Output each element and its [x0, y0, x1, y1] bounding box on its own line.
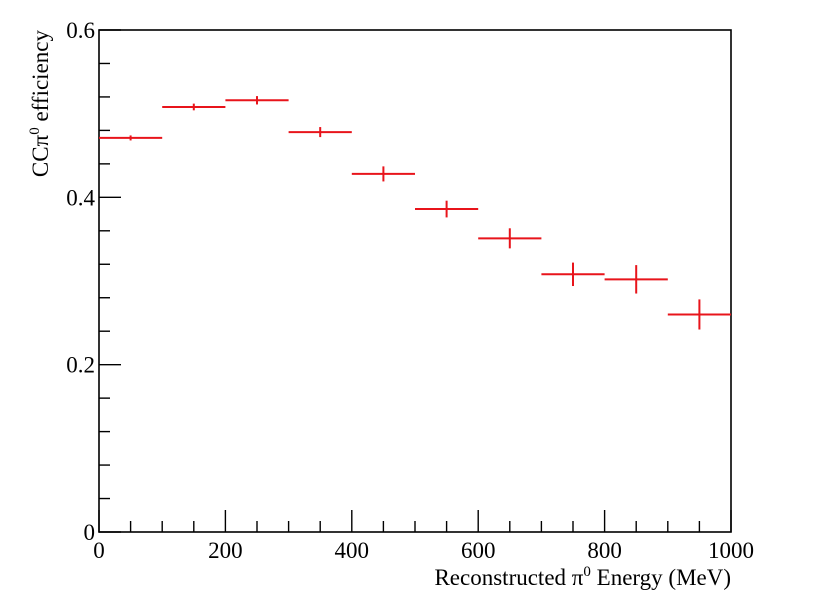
data-point: [99, 135, 163, 141]
y-axis-title-superscript: 0: [27, 127, 43, 135]
x-tick-label: 400: [335, 538, 370, 563]
data-point: [604, 265, 668, 294]
data-point: [162, 103, 226, 111]
data-points: [99, 96, 731, 330]
y-tick-label: 0: [84, 520, 96, 545]
data-point: [288, 127, 352, 138]
x-axis-title-text: Reconstructed π: [434, 565, 583, 590]
x-tick-label: 600: [461, 538, 496, 563]
y-tick-label: 0.2: [66, 353, 95, 378]
data-point: [478, 228, 542, 249]
y-axis-title: CCπ0 efficiency: [27, 30, 53, 178]
x-tick-label: 200: [208, 538, 243, 563]
data-point: [415, 200, 479, 218]
y-tick-label: 0.6: [66, 18, 95, 43]
y-axis-title-unit: efficiency: [28, 30, 53, 128]
x-tick-label: 1000: [708, 538, 754, 563]
x-tick-label: 0: [93, 538, 105, 563]
data-point: [351, 166, 415, 182]
y-axis-title-text: CCπ: [28, 134, 53, 177]
x-axis-title: Reconstructed π0 Energy (MeV): [434, 564, 731, 590]
x-axis-title-superscript: 0: [583, 564, 591, 580]
x-axis-ticks: 0 200 400 600 800 1000: [93, 510, 754, 563]
y-axis-ticks: 0 0.2 0.4 0.6: [66, 18, 121, 545]
y-tick-label: 0.4: [66, 185, 95, 210]
data-point: [225, 96, 289, 105]
data-point: [541, 262, 605, 287]
data-point: [667, 299, 731, 330]
x-tick-label: 800: [587, 538, 622, 563]
x-axis-title-unit: Energy (MeV): [591, 565, 731, 590]
